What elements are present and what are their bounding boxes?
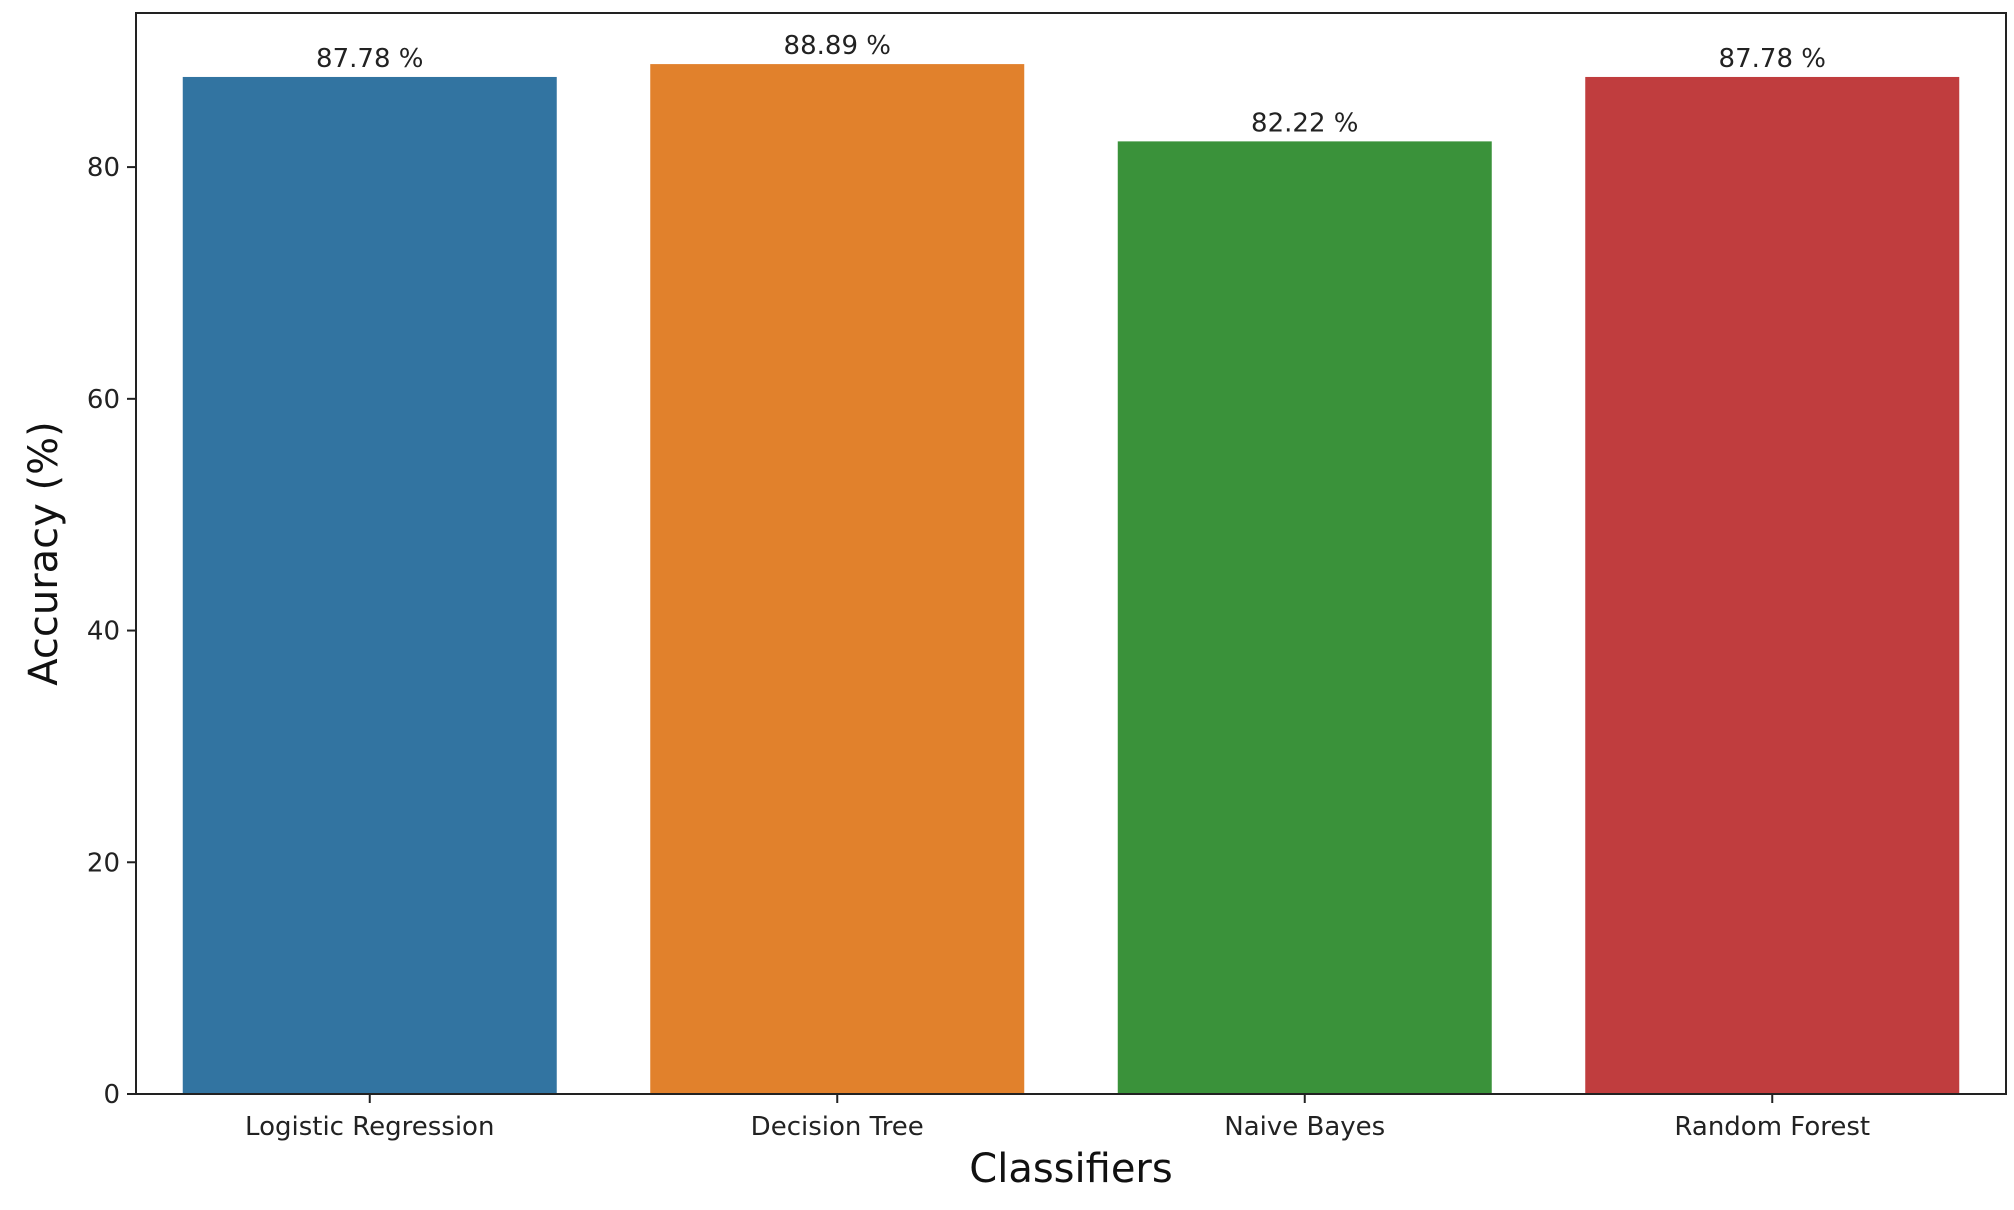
bar-value-label: 87.78 %: [1719, 44, 1826, 74]
y-axis-ticks: 0 20 40 60 80: [87, 153, 136, 1110]
y-tick-label: 80: [87, 153, 120, 183]
bar-naive-bayes: [1117, 141, 1492, 1095]
bar-decision-tree: [650, 64, 1025, 1095]
bar-value-label: 82.22 %: [1251, 108, 1358, 138]
y-tick-label: 20: [87, 848, 120, 878]
bar-random-forest: [1585, 76, 1960, 1094]
x-axis-title: Classifiers: [969, 1146, 1172, 1192]
x-tick-label: Random Forest: [1674, 1112, 1870, 1142]
bar-logistic-regression: [182, 76, 557, 1094]
bar-value-label: 87.78 %: [316, 44, 423, 74]
x-tick-label: Decision Tree: [751, 1112, 924, 1142]
bar-value-label: 88.89 %: [784, 31, 891, 61]
bars-layer: [182, 64, 1960, 1095]
data-labels-layer: 87.78 % 88.89 % 82.22 % 87.78 %: [316, 31, 1826, 138]
y-axis-title: Accuracy (%): [21, 421, 67, 686]
plot-area-frame: [135, 12, 2007, 1095]
y-tick-label: 60: [87, 385, 120, 415]
x-tick-label: Naive Bayes: [1224, 1112, 1385, 1142]
y-tick-label: 40: [87, 617, 120, 647]
x-axis-ticks: Logistic Regression Decision Tree Naive Ba…: [245, 1094, 1870, 1142]
x-tick-label: Logistic Regression: [245, 1112, 494, 1142]
y-tick-label: 0: [103, 1080, 120, 1110]
